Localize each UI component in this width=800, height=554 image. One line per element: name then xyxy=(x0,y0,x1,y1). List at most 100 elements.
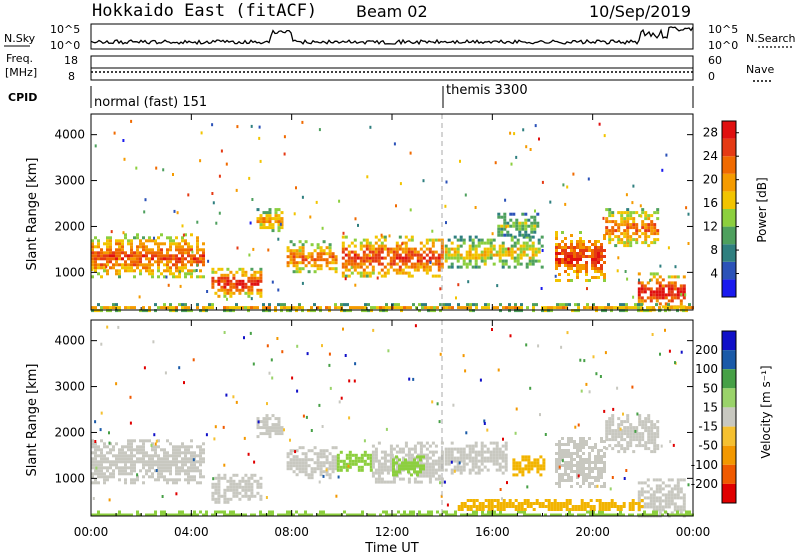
velocity-cell xyxy=(660,444,663,448)
power-cell xyxy=(362,262,366,266)
power-cell xyxy=(268,208,272,212)
velocity-cell xyxy=(568,508,572,511)
velocity-cell xyxy=(598,510,601,514)
velocity-cell xyxy=(244,482,248,486)
power-cell xyxy=(398,265,402,269)
velocity-cell xyxy=(184,472,187,476)
velocity-cell xyxy=(580,505,584,508)
power-cell xyxy=(401,259,405,263)
power-cell xyxy=(165,275,168,279)
velocity-cell xyxy=(643,513,646,517)
velocity-cell xyxy=(178,366,181,370)
velocity-cell xyxy=(133,481,136,485)
velocity-cell xyxy=(196,454,199,458)
velocity-cell xyxy=(331,455,335,459)
power-cell xyxy=(474,247,478,251)
velocity-cell xyxy=(262,423,266,427)
power-cell xyxy=(439,309,442,313)
power-cell xyxy=(480,253,484,257)
velocity-cell xyxy=(371,453,375,457)
velocity-cell xyxy=(498,465,502,469)
power-cell xyxy=(676,275,680,279)
power-cell xyxy=(404,250,408,254)
power-cell xyxy=(437,253,441,257)
power-cell xyxy=(319,258,323,262)
velocity-cell xyxy=(217,491,221,495)
power-cell xyxy=(670,275,674,279)
velocity-cell xyxy=(262,417,266,421)
velocity-cell xyxy=(655,513,658,517)
velocity-cell xyxy=(108,498,111,502)
velocity-cell xyxy=(115,442,118,446)
velocity-cell xyxy=(495,441,499,445)
velocity-cell xyxy=(501,497,503,501)
power-cell xyxy=(319,306,322,310)
power-cell xyxy=(121,239,124,243)
velocity-cell xyxy=(462,468,466,472)
velocity-cell xyxy=(626,432,630,436)
velocity-cell xyxy=(564,473,567,476)
power-cell xyxy=(685,309,688,313)
power-cell xyxy=(653,226,657,230)
power-cell xyxy=(661,293,665,297)
power-cell xyxy=(124,266,127,270)
velocity-cell xyxy=(674,361,676,365)
power-cell xyxy=(139,254,142,258)
velocity-cell xyxy=(166,460,169,464)
power-cell xyxy=(640,306,643,310)
velocity-cell xyxy=(490,499,494,502)
velocity-cell xyxy=(304,455,308,459)
power-cell xyxy=(518,221,522,225)
velocity-cell xyxy=(623,420,627,424)
power-cell xyxy=(365,271,369,275)
velocity-cell xyxy=(410,456,414,460)
velocity-cell xyxy=(440,459,444,463)
velocity-cell xyxy=(597,476,600,479)
power-cell xyxy=(425,268,429,272)
power-cell xyxy=(310,306,313,310)
power-cell xyxy=(500,224,504,228)
power-cell xyxy=(353,256,357,260)
power-cell xyxy=(331,267,335,271)
power-cell xyxy=(283,152,286,156)
power-cell xyxy=(389,265,393,269)
y-tick-label: 2000 xyxy=(54,219,85,233)
colorbar-segment xyxy=(722,426,736,446)
velocity-cell xyxy=(685,513,688,517)
power-cell xyxy=(118,248,121,252)
power-cell xyxy=(655,281,659,285)
power-cell xyxy=(172,306,175,310)
velocity-cell xyxy=(495,447,499,451)
power-cell xyxy=(531,244,535,248)
power-cell xyxy=(395,271,399,275)
power-cell xyxy=(661,296,665,300)
power-cell xyxy=(486,256,490,260)
power-cell xyxy=(250,282,254,286)
velocity-cell xyxy=(112,460,115,464)
velocity-cell xyxy=(641,432,645,436)
power-cell xyxy=(256,288,260,292)
velocity-cell xyxy=(338,400,341,404)
velocity-cell xyxy=(217,473,221,477)
velocity-cell xyxy=(601,502,605,505)
velocity-cell xyxy=(535,502,539,505)
beam-label: Beam 02 xyxy=(356,2,428,21)
velocity-cell xyxy=(628,505,632,508)
velocity-cell xyxy=(223,500,227,504)
power-cell xyxy=(650,232,654,236)
velocity-cell xyxy=(459,459,463,463)
velocity-cell xyxy=(413,477,417,481)
power-cell xyxy=(130,306,133,310)
velocity-cell xyxy=(656,420,660,424)
power-cell xyxy=(505,306,508,310)
velocity-cell xyxy=(632,438,636,442)
velocity-cell xyxy=(118,460,121,464)
power-cell xyxy=(395,256,399,260)
velocity-cell xyxy=(319,464,323,468)
power-cell xyxy=(343,303,346,307)
velocity-cell xyxy=(321,425,324,428)
velocity-cell xyxy=(632,426,636,430)
power-cell xyxy=(371,250,375,254)
velocity-cell xyxy=(586,502,590,505)
power-cell xyxy=(608,238,612,242)
